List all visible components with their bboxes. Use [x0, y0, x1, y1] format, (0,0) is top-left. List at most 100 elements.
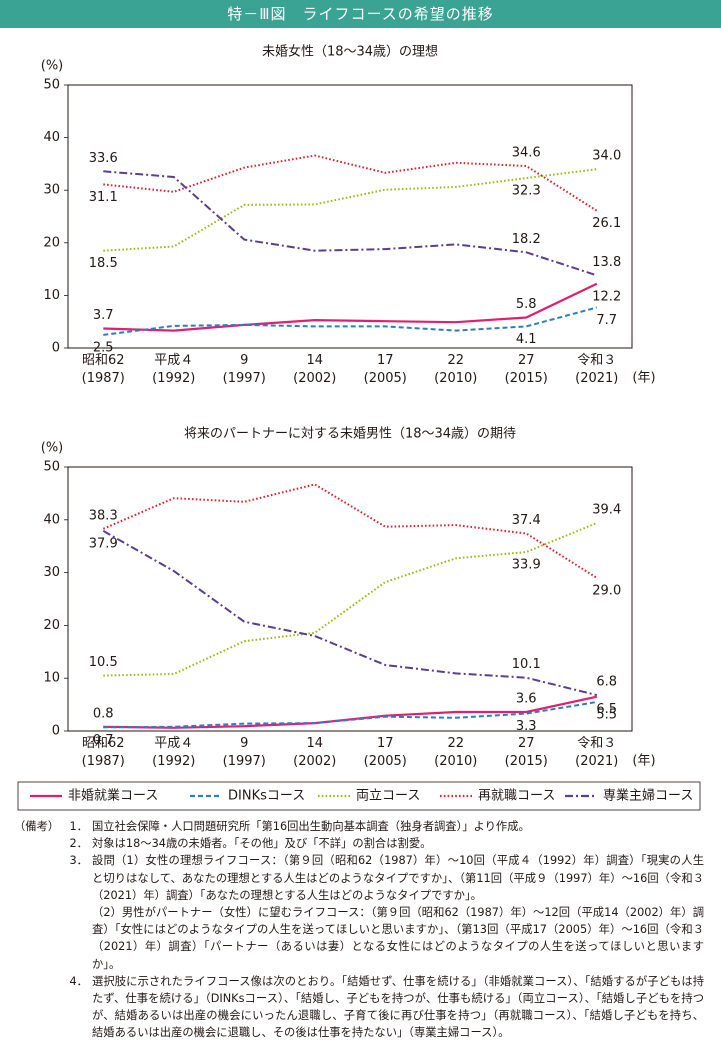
data-label: 0.8	[93, 706, 114, 721]
x-tick-label: 9 (1997)	[223, 736, 266, 769]
x-tick-label: 14 (2002)	[293, 736, 336, 769]
y-tick-label: 10	[43, 288, 60, 303]
note-item: 2． 対象は18～34歳の未婚者。「その他」及び「不詳」の割合は割愛。	[14, 835, 704, 852]
x-tick-label: 22 (2010)	[434, 353, 477, 386]
y-tick-label: 20	[43, 235, 60, 250]
y-tick-label: 50	[43, 78, 60, 93]
data-label: 33.9	[512, 558, 541, 573]
y-tick-label: 20	[43, 618, 60, 633]
y-tick-label: 40	[43, 130, 60, 145]
y-tick-label: 30	[43, 183, 60, 198]
note-item: （備考） 1． 国立社会保障・人口問題研究所「第16回出生動向基本調査（独身者調査）…	[14, 818, 704, 835]
note-number: 3．	[69, 854, 89, 868]
spacer	[14, 852, 66, 904]
x-tick-label: 17 (2005)	[364, 736, 407, 769]
data-label: 6.8	[596, 675, 617, 690]
note-text: 国立社会保障・人口問題研究所「第16回出生動向基本調査（独身者調査）」より作成。	[92, 820, 530, 833]
chart-title: 将来のパートナーに対する未婚男性（18～34歳）の期待	[184, 427, 516, 442]
y-tick-label: 0	[52, 724, 60, 739]
y-tick-label: 10	[43, 671, 60, 686]
data-label: 2.5	[93, 340, 114, 355]
data-label: 3.3	[516, 719, 537, 734]
data-label: 38.3	[89, 508, 118, 523]
data-label: 26.1	[592, 216, 621, 231]
data-label: 3.6	[516, 691, 537, 706]
data-label: 18.2	[512, 232, 541, 247]
figure-title: 特－Ⅲ図 ライフコースの希望の推移	[0, 0, 721, 28]
x-tick-label: 平成４(1992)	[152, 736, 195, 769]
y-tick-label: 50	[43, 460, 60, 475]
series-line	[102, 483, 598, 579]
data-label: 18.5	[89, 256, 118, 271]
y-tick-label: 40	[43, 512, 60, 527]
series-line	[103, 282, 598, 332]
chart-title: 未婚女性（18～34歳）の理想	[262, 44, 438, 60]
x-axis-label: (年)	[632, 371, 655, 386]
data-label: 5.5	[596, 707, 617, 722]
spacer	[14, 835, 66, 852]
y-axis-label: (%)	[41, 59, 64, 74]
x-tick-label: 昭和62 (1987)	[82, 736, 125, 769]
note-item: 4． 選択肢に示されたライフコース像は次のとおり。「結婚せず、仕事を続ける」（非婚…	[14, 973, 705, 1042]
series-line	[103, 701, 597, 729]
data-label: 39.4	[592, 502, 621, 517]
x-axis-label: (年)	[632, 754, 655, 769]
x-tick-label: 17 (2005)	[364, 353, 407, 386]
series-line	[103, 306, 598, 336]
data-label: 10.5	[89, 655, 118, 670]
data-label: 0.7	[93, 733, 114, 748]
x-tick-label: 平成４(1992)	[152, 353, 195, 386]
y-tick-label: 30	[43, 565, 60, 580]
x-tick-label: 27 (2015)	[505, 736, 548, 769]
data-label: 34.0	[592, 149, 621, 164]
legend-frame	[17, 781, 701, 811]
data-label: 6.5	[596, 702, 617, 717]
note-item: 3． 設問（1）女性の理想ライフコース：（第９回（昭和62（1987）年）～10回…	[14, 852, 705, 904]
data-label: 5.8	[516, 297, 537, 312]
plot-frame	[67, 84, 633, 349]
data-label: 34.6	[512, 146, 541, 161]
x-tick-label: 27 (2015)	[505, 353, 548, 386]
note-number: 1．	[69, 820, 89, 833]
series-line	[103, 170, 598, 277]
data-label: 7.7	[596, 313, 617, 328]
data-label: 12.2	[592, 289, 621, 304]
data-label: 33.6	[89, 151, 118, 166]
x-tick-label: 22 (2010)	[434, 736, 477, 769]
note-number: 4．	[69, 974, 89, 988]
data-label: 31.1	[89, 190, 118, 205]
note-number: 2．	[69, 837, 89, 851]
series-line	[102, 530, 598, 697]
charts: 未婚女性（18～34歳）の理想 (%) 0 10 20 30 40 50 昭和62 (1987) 平…	[17, 44, 701, 811]
data-label: 4.1	[516, 332, 537, 347]
notes: （備考） 1． 国立社会保障・人口問題研究所「第16回出生動向基本調査（独身者調査）…	[14, 818, 704, 1042]
x-tick-label: 令和３(2021)	[575, 736, 618, 769]
data-label: 37.9	[89, 536, 118, 551]
notes-label: （備考）	[14, 820, 60, 833]
spacer	[14, 973, 66, 1042]
x-tick-label: 昭和62 (1987)	[82, 353, 125, 386]
data-label: 29.0	[592, 583, 621, 598]
y-tick-label: 0	[52, 341, 60, 356]
x-tick-label: 9 (1997)	[223, 353, 266, 386]
data-label: 10.1	[512, 657, 541, 672]
legend-label: 両立コース	[356, 789, 420, 804]
legend-label: 専業主婦コース	[603, 788, 693, 804]
note-text: 設問（1）女性の理想ライフコース：（第９回（昭和62（1987）年）～10回（平…	[92, 854, 704, 902]
data-label: 32.3	[512, 184, 541, 199]
y-axis-label: (%)	[41, 441, 64, 456]
x-tick-label: 令和３(2021)	[575, 353, 618, 386]
data-label: 3.7	[93, 308, 114, 323]
data-label: 13.8	[592, 255, 621, 270]
data-label: 37.4	[512, 513, 541, 528]
plot-frame	[67, 466, 633, 732]
note-text: 対象は18～34歳の未婚者。「その他」及び「不詳」の割合は割愛。	[92, 837, 432, 851]
series-line	[103, 154, 598, 212]
legend-label: 非婚就業コース	[68, 788, 158, 804]
legend-label: 再就職コース	[478, 789, 555, 804]
x-tick-label: 14 (2002)	[293, 353, 336, 386]
note-text: 選択肢に示されたライフコース像は次のとおり。「結婚せず、仕事を続ける」（非婚就業…	[92, 974, 704, 1040]
series-line	[103, 695, 598, 729]
series-line	[103, 168, 597, 252]
